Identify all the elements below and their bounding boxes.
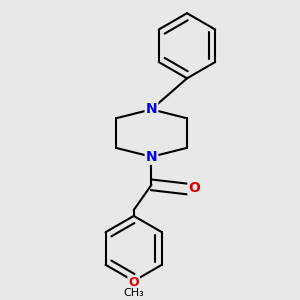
Text: O: O bbox=[188, 181, 200, 195]
Text: N: N bbox=[146, 102, 157, 116]
Text: N: N bbox=[146, 150, 157, 164]
Text: O: O bbox=[128, 276, 139, 289]
Text: CH₃: CH₃ bbox=[123, 288, 144, 298]
